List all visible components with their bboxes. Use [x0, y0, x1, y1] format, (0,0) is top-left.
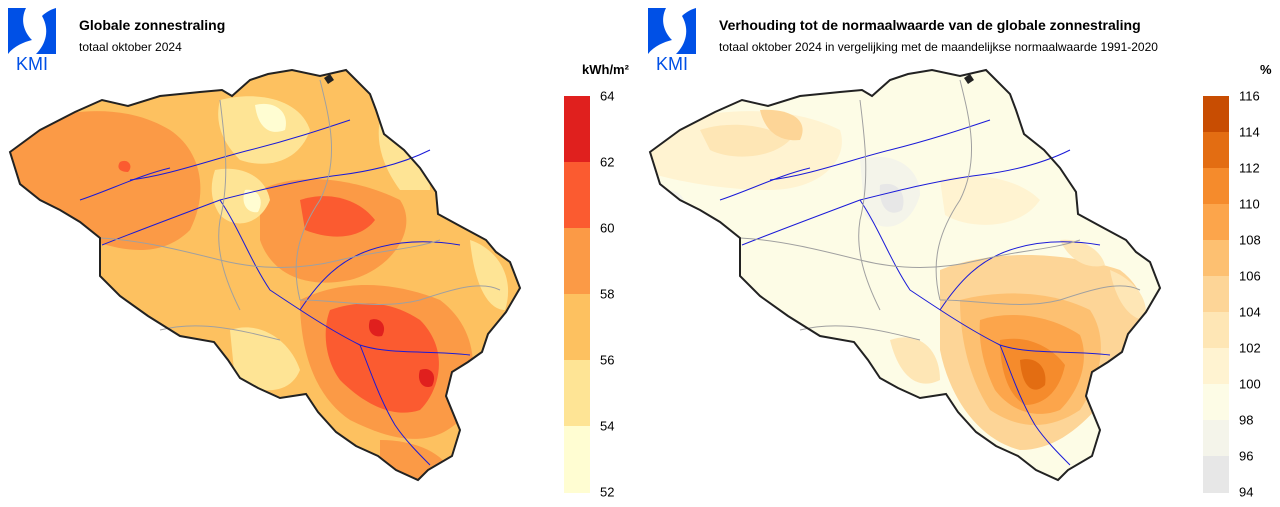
- legend-tick-label: 52: [600, 484, 615, 500]
- legend-swatch: [1203, 132, 1229, 169]
- legend-unit: kWh/m²: [582, 62, 629, 77]
- kmi-logo-text: KMI: [16, 54, 48, 72]
- legend-tick-label: 60: [600, 220, 615, 236]
- legend-swatch: [1203, 276, 1229, 313]
- province-borders: [99, 79, 501, 341]
- legend-tick-label: 114: [1239, 124, 1260, 140]
- legend-tick-label: 62: [600, 154, 615, 170]
- legend-swatch: [564, 294, 590, 361]
- legend-swatch: [564, 360, 590, 427]
- legend-swatch: [1203, 96, 1229, 133]
- kmi-logo: KMI: [646, 6, 698, 72]
- kmi-logo: KMI: [6, 6, 58, 72]
- enclave-baarle: [324, 74, 334, 84]
- map-title: Verhouding tot de normaalwaarde van de g…: [719, 17, 1141, 33]
- legend-swatch: [564, 162, 590, 229]
- legend-tick-label: 100: [1239, 376, 1261, 392]
- solar-radiation-panel: KMI Globale zonnestraling totaal oktober…: [6, 6, 629, 500]
- legend-swatch: [564, 228, 590, 295]
- belgium-radiation-map: [8, 68, 522, 482]
- belgium-border: [648, 68, 1162, 482]
- legend-tick-label: 110: [1239, 196, 1260, 212]
- map-subtitle: totaal oktober 2024: [79, 40, 182, 54]
- legend-tick-label: 64: [600, 88, 615, 104]
- belgium-border: [8, 68, 522, 482]
- legend-swatch: [1203, 456, 1229, 493]
- legend-tick-label: 98: [1239, 412, 1254, 428]
- legend-tick-label: 54: [600, 418, 615, 434]
- legend-tick-label: 108: [1239, 232, 1261, 248]
- legend-unit: %: [1260, 62, 1272, 77]
- legend-tick-label: 94: [1239, 484, 1254, 500]
- color-legend: 64 62 60 58 56 54 52: [564, 89, 614, 500]
- legend-swatch: [1203, 312, 1229, 349]
- province-borders: [739, 79, 1141, 341]
- legend-swatch: [1203, 348, 1229, 385]
- legend-swatch: [1203, 384, 1229, 421]
- radiation-ratio-panel: KMI Verhouding tot de normaalwaarde van …: [640, 0, 1280, 507]
- legend-swatch: [564, 96, 590, 163]
- belgium-ratio-map: [648, 68, 1162, 482]
- map-subtitle: totaal oktober 2024 in vergelijking met …: [719, 40, 1158, 54]
- enclave-baarle: [964, 74, 974, 84]
- legend-swatch: [1203, 168, 1229, 205]
- legend-tick-label: 106: [1239, 268, 1261, 284]
- legend-swatch: [564, 426, 590, 493]
- legend-tick-label: 58: [600, 286, 615, 302]
- kmi-logo-text: KMI: [656, 54, 688, 72]
- legend-tick-label: 112: [1239, 160, 1260, 176]
- legend-tick-label: 56: [600, 352, 615, 368]
- legend-swatch: [1203, 240, 1229, 277]
- legend-tick-label: 102: [1239, 340, 1261, 356]
- legend-tick-label: 96: [1239, 448, 1254, 464]
- legend-swatch: [1203, 204, 1229, 241]
- legend-tick-label: 104: [1239, 304, 1261, 320]
- legend-swatch: [1203, 420, 1229, 457]
- color-legend: 116 114 112 110 108 106 104 102 100 98 96 94: [1203, 89, 1261, 500]
- map-title: Globale zonnestraling: [79, 17, 226, 33]
- legend-tick-label: 116: [1239, 88, 1260, 104]
- river-network: [79, 119, 471, 466]
